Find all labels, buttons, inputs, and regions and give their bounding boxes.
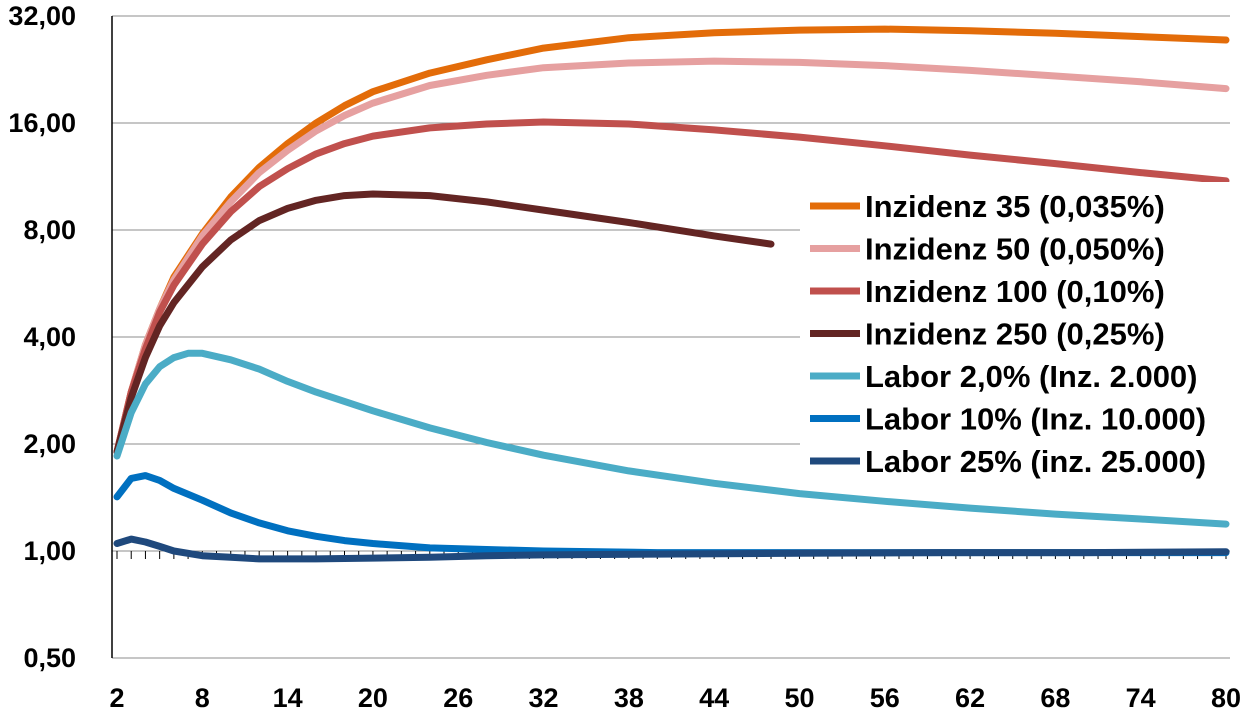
x-tick-label: 26 [443,683,473,713]
y-tick-label: 4,00 [23,322,76,352]
x-tick-label: 38 [614,683,644,713]
legend-label: Labor 25% (inz. 25.000) [865,444,1206,479]
x-axis-tick-labels: 2 8 14 20 26 32 38 44 50 56 62 68 74 80 [109,683,1241,713]
legend-background [800,182,1230,480]
x-tick-label: 8 [195,683,210,713]
x-tick-label: 14 [273,683,303,713]
y-tick-label: 32,00 [8,1,76,31]
y-tick-label: 16,00 [8,108,76,138]
series-lines [113,25,1230,563]
y-axis-tick-labels: 0,50 1,00 2,00 4,00 8,00 16,00 32,00 [8,1,76,673]
x-tick-label: 20 [358,683,388,713]
legend-label: Inzidenz 35 (0,035%) [865,189,1165,224]
y-tick-label: 1,00 [23,536,76,566]
series-line [113,535,1230,563]
legend: Inzidenz 35 (0,035%) Inzidenz 50 (0,050%)… [800,182,1230,480]
series-line [113,118,1230,456]
x-tick-label: 44 [699,683,729,713]
y-tick-label: 2,00 [23,429,76,459]
x-tick-label: 74 [1126,683,1156,713]
x-tick-label: 2 [109,683,124,713]
series-line [113,349,1230,528]
legend-label: Inzidenz 100 (0,10%) [865,274,1165,309]
x-tick-label: 68 [1040,683,1070,713]
legend-label: Inzidenz 250 (0,25%) [865,317,1165,352]
x-tick-label: 62 [955,683,985,713]
x-tick-label: 50 [784,683,814,713]
x-tick-label: 80 [1211,683,1241,713]
y-tick-label: 0,50 [23,643,76,673]
x-tick-label: 32 [529,683,559,713]
legend-label: Labor 10% (Inz. 10.000) [865,402,1206,437]
legend-label: Labor 2,0% (Inz. 2.000) [865,359,1198,394]
series-line [113,190,775,456]
x-tick-label: 56 [870,683,900,713]
legend-label: Inzidenz 50 (0,050%) [865,232,1165,267]
y-tick-label: 8,00 [23,215,76,245]
